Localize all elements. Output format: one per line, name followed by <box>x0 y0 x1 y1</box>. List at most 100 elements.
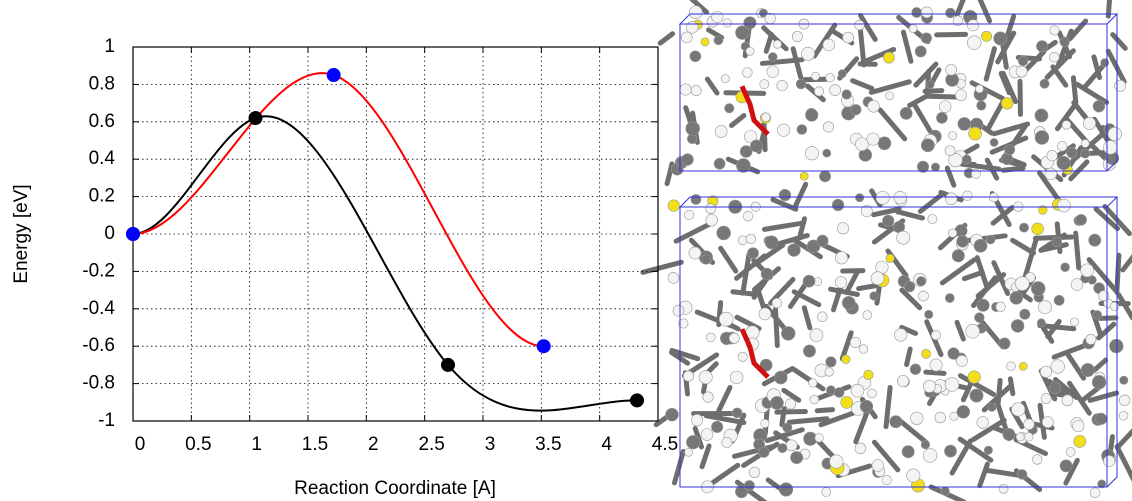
bond <box>974 255 990 292</box>
atom <box>739 145 753 158</box>
y-tick-label: -0.2 <box>82 260 115 281</box>
atom <box>688 246 702 260</box>
atom <box>1053 294 1065 306</box>
atom <box>805 108 819 122</box>
bond <box>1068 159 1090 182</box>
bond <box>868 79 912 95</box>
atom <box>981 30 993 42</box>
atom <box>750 139 763 153</box>
data-point <box>536 339 551 354</box>
molecule-panels <box>640 0 1132 501</box>
bond <box>991 121 1031 137</box>
atom <box>817 311 828 322</box>
bond <box>1063 457 1080 486</box>
atom <box>1100 58 1110 67</box>
atom <box>759 79 770 90</box>
bond <box>787 280 809 309</box>
atom <box>773 39 782 49</box>
atom <box>924 309 934 320</box>
atom <box>758 8 768 18</box>
bond <box>977 461 990 489</box>
bond <box>954 0 966 18</box>
atom <box>1036 318 1046 328</box>
atom <box>929 358 943 372</box>
bond <box>779 406 787 428</box>
atom <box>760 418 770 428</box>
bond <box>761 25 789 52</box>
atom <box>947 347 960 360</box>
bond <box>984 157 1000 181</box>
atom <box>944 444 957 458</box>
bond <box>699 443 712 470</box>
bond <box>640 259 684 275</box>
atom <box>976 416 989 429</box>
atom <box>1080 263 1094 278</box>
atom <box>921 348 932 359</box>
atom <box>948 131 958 141</box>
bond <box>985 97 1007 133</box>
bond <box>828 286 860 297</box>
atom <box>927 214 938 225</box>
atom <box>825 73 835 83</box>
bond <box>970 417 1007 443</box>
atom <box>962 190 973 201</box>
series-line <box>132 72 544 348</box>
atom <box>690 414 704 427</box>
atom <box>679 83 692 96</box>
atom <box>899 106 913 120</box>
atom <box>745 46 755 56</box>
atom <box>1019 222 1029 233</box>
atom <box>808 378 818 388</box>
bond <box>718 245 739 274</box>
bond <box>1115 428 1132 450</box>
atom <box>761 112 771 122</box>
bond <box>883 384 893 430</box>
atom <box>821 486 832 497</box>
bond <box>1064 350 1087 381</box>
atom <box>686 21 699 34</box>
atom <box>1072 419 1085 433</box>
o-o-bond <box>739 328 770 379</box>
bond <box>1086 257 1118 293</box>
bond <box>904 346 913 368</box>
atom <box>901 445 915 459</box>
atom <box>672 304 685 317</box>
x-tick-label: 2 <box>368 434 379 455</box>
atom <box>885 91 895 101</box>
atom <box>1039 365 1052 378</box>
atom <box>814 433 824 443</box>
atom <box>918 290 929 302</box>
bond <box>818 409 858 428</box>
atom <box>1057 198 1071 213</box>
atom <box>1041 416 1054 429</box>
atom <box>1118 394 1131 407</box>
atom <box>768 52 778 62</box>
atom <box>998 483 1009 494</box>
atom <box>922 448 938 463</box>
atom <box>917 160 930 173</box>
atom <box>1103 140 1118 155</box>
atom <box>1066 147 1078 159</box>
atom <box>833 387 845 398</box>
bond <box>1038 242 1069 253</box>
atom <box>743 480 755 492</box>
atom <box>1073 434 1087 448</box>
atom <box>681 153 694 166</box>
atom <box>934 411 946 424</box>
atom <box>920 138 935 153</box>
atom <box>961 154 972 165</box>
atom <box>930 330 942 341</box>
atom <box>938 100 952 113</box>
atom <box>686 435 701 450</box>
bond <box>957 436 994 463</box>
atom <box>1023 432 1034 442</box>
bond <box>790 46 804 80</box>
atom <box>1040 393 1052 404</box>
bond <box>716 300 724 328</box>
atom <box>910 411 924 425</box>
atom <box>940 486 950 496</box>
atom <box>945 192 958 205</box>
atom <box>952 15 964 26</box>
atom <box>965 324 980 339</box>
atom <box>897 375 910 388</box>
